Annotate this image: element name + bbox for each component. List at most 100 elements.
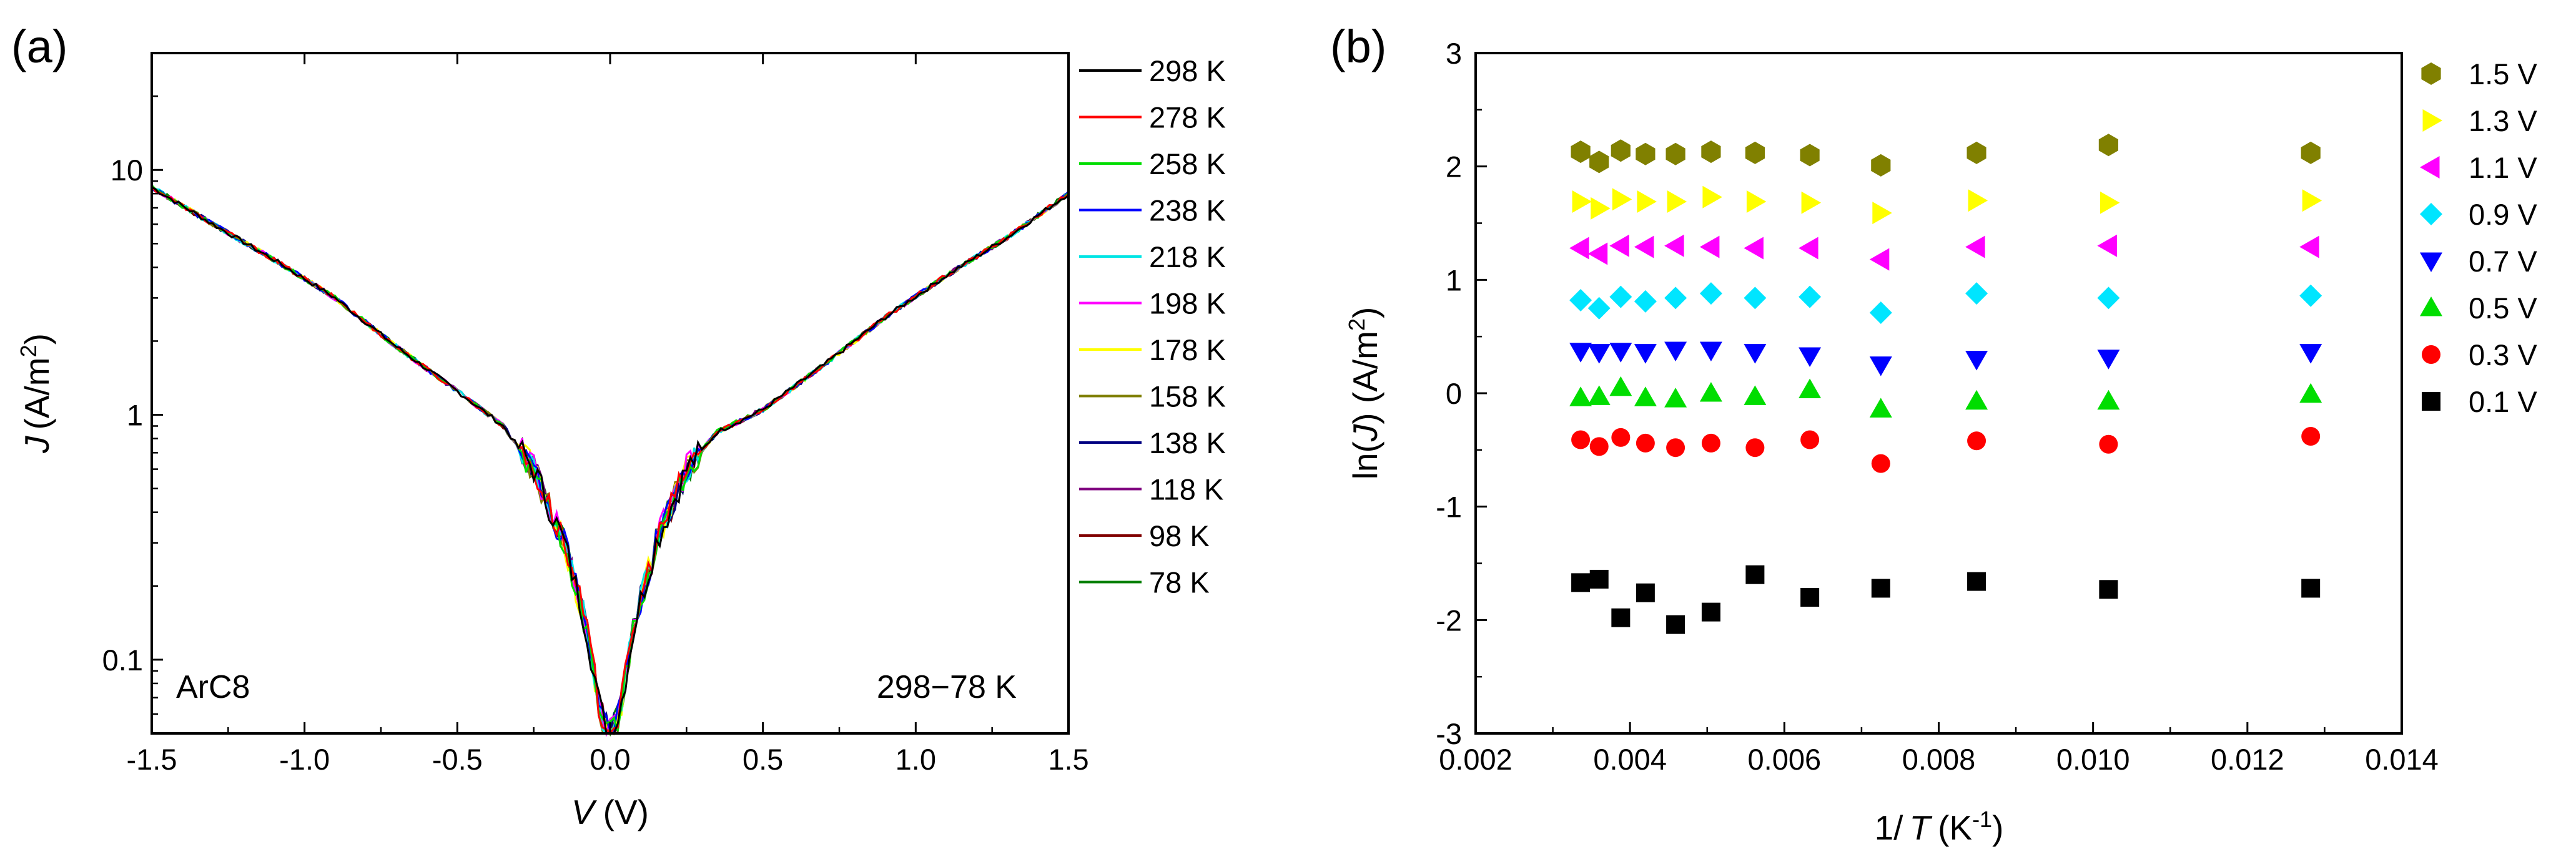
- panel-b-point-1-1-v: [2299, 235, 2319, 258]
- panel-b-point-0-3-v: [1571, 430, 1591, 449]
- panel-a-label: (a): [11, 21, 67, 72]
- panel-b-point-1-3-v: [1746, 190, 1767, 213]
- panel-b-point-0-5-v: [1965, 389, 1988, 410]
- panel-b-point-0-3-v: [1967, 431, 1986, 451]
- panel-b-point-0-9-v: [1965, 282, 1988, 305]
- panel-b-point-0-5-v: [1869, 398, 1892, 418]
- panel-b-point-1-5-v: [2301, 141, 2321, 164]
- panel-b-legend-label-0-3-v: 0.3 V: [2469, 338, 2537, 371]
- panel-b-point-1-1-v: [1799, 237, 1818, 260]
- panel-b-point-0-3-v: [1611, 428, 1631, 447]
- panel-b-point-1-1-v: [1634, 235, 1654, 258]
- panel-a-legend-label-198-k: 198 K: [1149, 287, 1226, 320]
- panel-b-point-0-7-v: [1587, 344, 1611, 364]
- panel-a-x-tick-label: 0.0: [590, 743, 630, 776]
- panel-a-frame: [151, 52, 1070, 735]
- panel-a-legend-label-138-k: 138 K: [1149, 426, 1226, 459]
- panel-b-point-0-1-v: [1800, 588, 1820, 607]
- panel-b-point-0-3-v: [1701, 433, 1720, 453]
- panel-a-legend-label-98-k: 98 K: [1149, 519, 1210, 552]
- panel-a-y-tick-label: 1: [127, 399, 143, 432]
- panel-b-point-1-5-v: [1611, 139, 1631, 162]
- panel-b-legend-marker-0-1-v: [2422, 392, 2440, 411]
- panel-b-point-0-5-v: [1744, 385, 1767, 405]
- panel-b-point-1-1-v: [1587, 242, 1608, 265]
- panel-a-legend-label-118-k: 118 K: [1149, 473, 1223, 506]
- panel-b-point-1-5-v: [2098, 134, 2118, 157]
- panel-b-y-axis-label: ln(J) (A/m2): [1344, 307, 1384, 480]
- panel-b-point-1-3-v: [1968, 189, 1988, 212]
- panel-a-y-tick-label: 10: [111, 154, 143, 187]
- panel-b-plot-area: [1569, 134, 2322, 634]
- panel-a-plot-area: [151, 184, 1070, 737]
- panel-b-point-0-9-v: [1634, 290, 1657, 313]
- panel-a-legend-label-238-k: 238 K: [1149, 194, 1226, 227]
- panel-b-point-0-7-v: [1664, 341, 1687, 361]
- panel-b-point-0-7-v: [1744, 344, 1767, 364]
- panel-b-point-1-5-v: [1745, 141, 1765, 164]
- panel-b-point-0-7-v: [1799, 347, 1822, 367]
- panel-b-point-0-3-v: [1871, 454, 1890, 473]
- panel-b-x-tick-label: 0.012: [2211, 743, 2284, 776]
- panel-b-legend-label-1-1-v: 1.1 V: [2469, 151, 2537, 184]
- panel-b-point-0-5-v: [1569, 386, 1592, 406]
- panel-b-point-1-1-v: [1699, 235, 1720, 258]
- panel-b-point-1-1-v: [1569, 237, 1589, 260]
- panel-b-point-1-3-v: [1591, 197, 1611, 220]
- panel-b-point-0-3-v: [1745, 438, 1765, 458]
- panel-a: (a) -1.5 -1.0 -0.5 0.0 0.5 1.0 1.5 0.1 1 10 ArC8…: [11, 21, 1226, 831]
- panel-a-legend: 298 K 278 K 258 K 238 K 218 K 198 K 178 K 158 K…: [1079, 54, 1226, 599]
- panel-a-y-axis-label: J(A/m2): [16, 333, 56, 454]
- panel-b-point-0-5-v: [1699, 382, 1722, 402]
- panel-b-point-0-7-v: [1634, 344, 1657, 364]
- panel-b-point-0-5-v: [1799, 378, 1822, 398]
- panel-b-point-0-7-v: [1699, 341, 1722, 361]
- panel-b-y-tick-label: -1: [1436, 491, 1462, 524]
- panel-b-point-1-3-v: [1667, 190, 1687, 213]
- panel-b-x-tick-label: 0.008: [1902, 743, 1976, 776]
- panel-b-legend-marker-1-5-v: [2421, 62, 2441, 85]
- panel-b-label: (b): [1330, 21, 1386, 72]
- panel-b-point-1-3-v: [2100, 191, 2120, 214]
- panel-b-x-tick-label: 0.010: [2056, 743, 2130, 776]
- panel-b-point-1-1-v: [1609, 234, 1629, 257]
- panel-b-y-tick-label: -2: [1436, 604, 1462, 637]
- panel-b-point-0-9-v: [1569, 289, 1592, 311]
- panel-b-point-0-9-v: [1869, 301, 1892, 324]
- panel-b-legend: 1.5 V 1.3 V 1.1 V 0.9 V 0.7 V 0.5 V 0.3 V 0.1 V: [2420, 57, 2537, 418]
- panel-b-point-1-5-v: [1701, 140, 1721, 164]
- panel-a-x-tick-label: -1.0: [279, 743, 330, 776]
- panel-b-y-tick-label: 0: [1446, 377, 1462, 410]
- panel-b-point-1-5-v: [1571, 140, 1591, 164]
- panel-b-point-0-7-v: [1569, 343, 1592, 363]
- panel-a-legend-label-218-k: 218 K: [1149, 240, 1226, 273]
- panel-b-point-1-3-v: [1572, 190, 1592, 213]
- panel-b-point-1-1-v: [1965, 235, 1985, 258]
- panel-b-point-0-1-v: [1636, 583, 1655, 602]
- panel-a-x-tick-label: -0.5: [432, 743, 483, 776]
- panel-b-point-1-3-v: [1872, 202, 1892, 225]
- panel-b-y-tick-label: 3: [1446, 37, 1462, 70]
- panel-b-legend-label-0-7-v: 0.7 V: [2469, 245, 2537, 278]
- panel-b-legend-label-0-5-v: 0.5 V: [2469, 291, 2537, 325]
- panel-b-point-1-5-v: [1967, 141, 1986, 164]
- panel-a-x-tick-label: -1.5: [127, 743, 177, 776]
- panel-b-legend-label-1-5-v: 1.5 V: [2469, 57, 2537, 91]
- panel-b-point-0-5-v: [1664, 388, 1687, 408]
- panel-b-point-0-9-v: [2299, 284, 2322, 307]
- panel-b-point-0-1-v: [1745, 565, 1765, 584]
- panel-b-point-0-1-v: [1701, 602, 1720, 622]
- panel-a-x-tick-label: 0.5: [743, 743, 783, 776]
- panel-a-y-ticks: 0.1 1 10: [102, 52, 163, 735]
- panel-b-point-0-3-v: [1636, 433, 1655, 453]
- panel-b-point-1-1-v: [1869, 248, 1890, 271]
- panel-b-point-0-9-v: [1699, 282, 1722, 305]
- panel-a-legend-label-158-k: 158 K: [1149, 380, 1226, 413]
- panel-a-annotation-temperature: 298−78 K: [877, 669, 1017, 705]
- panel-b-point-1-3-v: [1612, 188, 1632, 211]
- panel-b-point-0-1-v: [1871, 579, 1890, 598]
- panel-b-point-0-7-v: [2299, 344, 2322, 364]
- panel-b-x-axis-label: 1/T (K-1): [1875, 806, 2004, 847]
- panel-b-point-0-3-v: [1800, 430, 1820, 449]
- panel-b-point-0-7-v: [1965, 351, 1988, 371]
